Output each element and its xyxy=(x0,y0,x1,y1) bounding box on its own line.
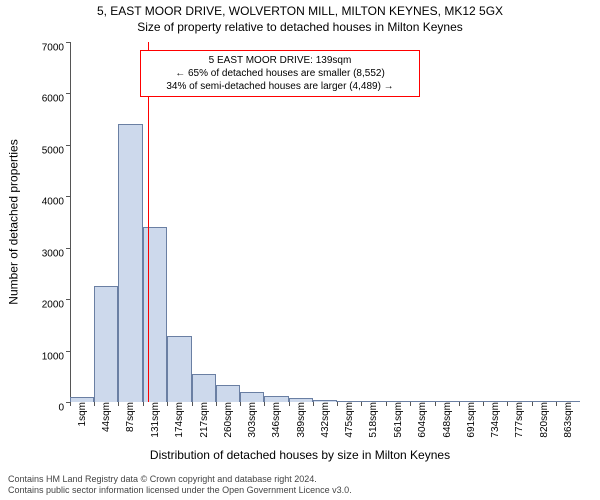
x-tick-label: 303sqm xyxy=(244,402,258,438)
histogram-bar xyxy=(118,124,143,402)
x-tick-mark xyxy=(167,402,168,406)
x-tick-label: 475sqm xyxy=(341,402,355,438)
footer-line-2: Contains public sector information licen… xyxy=(8,485,352,497)
x-tick-label: 518sqm xyxy=(365,402,379,438)
annotation-line: ← 65% of detached houses are smaller (8,… xyxy=(147,67,413,80)
x-tick-mark xyxy=(556,402,557,406)
y-tick-label: 0 xyxy=(58,403,70,414)
histogram-bar xyxy=(192,374,216,402)
x-tick-mark xyxy=(507,402,508,406)
histogram-bar xyxy=(94,286,118,402)
histogram-bar xyxy=(167,336,191,402)
y-tick-mark xyxy=(66,93,70,94)
x-tick-label: 1sqm xyxy=(74,402,88,426)
annotation-line: 34% of semi-detached houses are larger (… xyxy=(147,80,413,93)
x-tick-mark xyxy=(337,402,338,406)
x-tick-mark xyxy=(361,402,362,406)
x-tick-label: 820sqm xyxy=(536,402,550,438)
x-tick-mark xyxy=(143,402,144,406)
x-tick-mark xyxy=(532,402,533,406)
y-tick-mark xyxy=(66,42,70,43)
y-tick-mark xyxy=(66,351,70,352)
x-tick-mark xyxy=(118,402,119,406)
x-tick-mark xyxy=(216,402,217,406)
x-tick-label: 87sqm xyxy=(122,402,136,432)
y-tick-label: 5000 xyxy=(42,145,70,156)
y-tick-mark xyxy=(66,196,70,197)
x-tick-label: 604sqm xyxy=(414,402,428,438)
x-tick-mark xyxy=(459,402,460,406)
x-tick-label: 561sqm xyxy=(390,402,404,438)
x-tick-mark xyxy=(192,402,193,406)
y-tick-label: 4000 xyxy=(42,197,70,208)
x-tick-label: 44sqm xyxy=(98,402,112,432)
histogram-bar xyxy=(216,385,240,402)
x-tick-label: 217sqm xyxy=(196,402,210,438)
x-tick-label: 648sqm xyxy=(439,402,453,438)
x-tick-mark xyxy=(386,402,387,406)
annotation-box: 5 EAST MOOR DRIVE: 139sqm← 65% of detach… xyxy=(140,50,420,97)
x-tick-label: 389sqm xyxy=(293,402,307,438)
x-tick-mark xyxy=(289,402,290,406)
y-tick-mark xyxy=(66,299,70,300)
chart-container: 5, EAST MOOR DRIVE, WOLVERTON MILL, MILT… xyxy=(0,0,600,500)
histogram-bar xyxy=(240,392,264,402)
annotation-line: 5 EAST MOOR DRIVE: 139sqm xyxy=(147,54,413,67)
footer-attribution: Contains HM Land Registry data © Crown c… xyxy=(8,474,352,497)
x-tick-label: 777sqm xyxy=(511,402,525,438)
x-tick-label: 863sqm xyxy=(560,402,574,438)
x-tick-mark xyxy=(94,402,95,406)
x-tick-label: 691sqm xyxy=(463,402,477,438)
chart-title-sub: Size of property relative to detached ho… xyxy=(0,20,600,34)
footer-line-1: Contains HM Land Registry data © Crown c… xyxy=(8,474,352,486)
x-tick-label: 174sqm xyxy=(171,402,185,438)
x-tick-label: 131sqm xyxy=(147,402,161,438)
x-tick-mark xyxy=(240,402,241,406)
x-tick-label: 346sqm xyxy=(268,402,282,438)
y-tick-label: 2000 xyxy=(42,300,70,311)
y-tick-mark xyxy=(66,248,70,249)
x-tick-mark xyxy=(313,402,314,406)
x-tick-label: 432sqm xyxy=(317,402,331,438)
x-tick-mark xyxy=(435,402,436,406)
y-tick-mark xyxy=(66,145,70,146)
x-tick-label: 260sqm xyxy=(220,402,234,438)
x-axis-caption: Distribution of detached houses by size … xyxy=(0,448,600,462)
x-tick-mark xyxy=(70,402,71,406)
x-tick-mark xyxy=(264,402,265,406)
x-tick-label: 734sqm xyxy=(487,402,501,438)
x-tick-mark xyxy=(483,402,484,406)
y-tick-label: 1000 xyxy=(42,351,70,362)
y-tick-label: 3000 xyxy=(42,248,70,259)
y-tick-label: 6000 xyxy=(42,94,70,105)
y-tick-label: 7000 xyxy=(42,43,70,54)
y-axis-line xyxy=(70,42,71,402)
y-axis-label: Number of detached properties xyxy=(6,42,22,402)
x-tick-mark xyxy=(410,402,411,406)
chart-title-main: 5, EAST MOOR DRIVE, WOLVERTON MILL, MILT… xyxy=(0,4,600,18)
